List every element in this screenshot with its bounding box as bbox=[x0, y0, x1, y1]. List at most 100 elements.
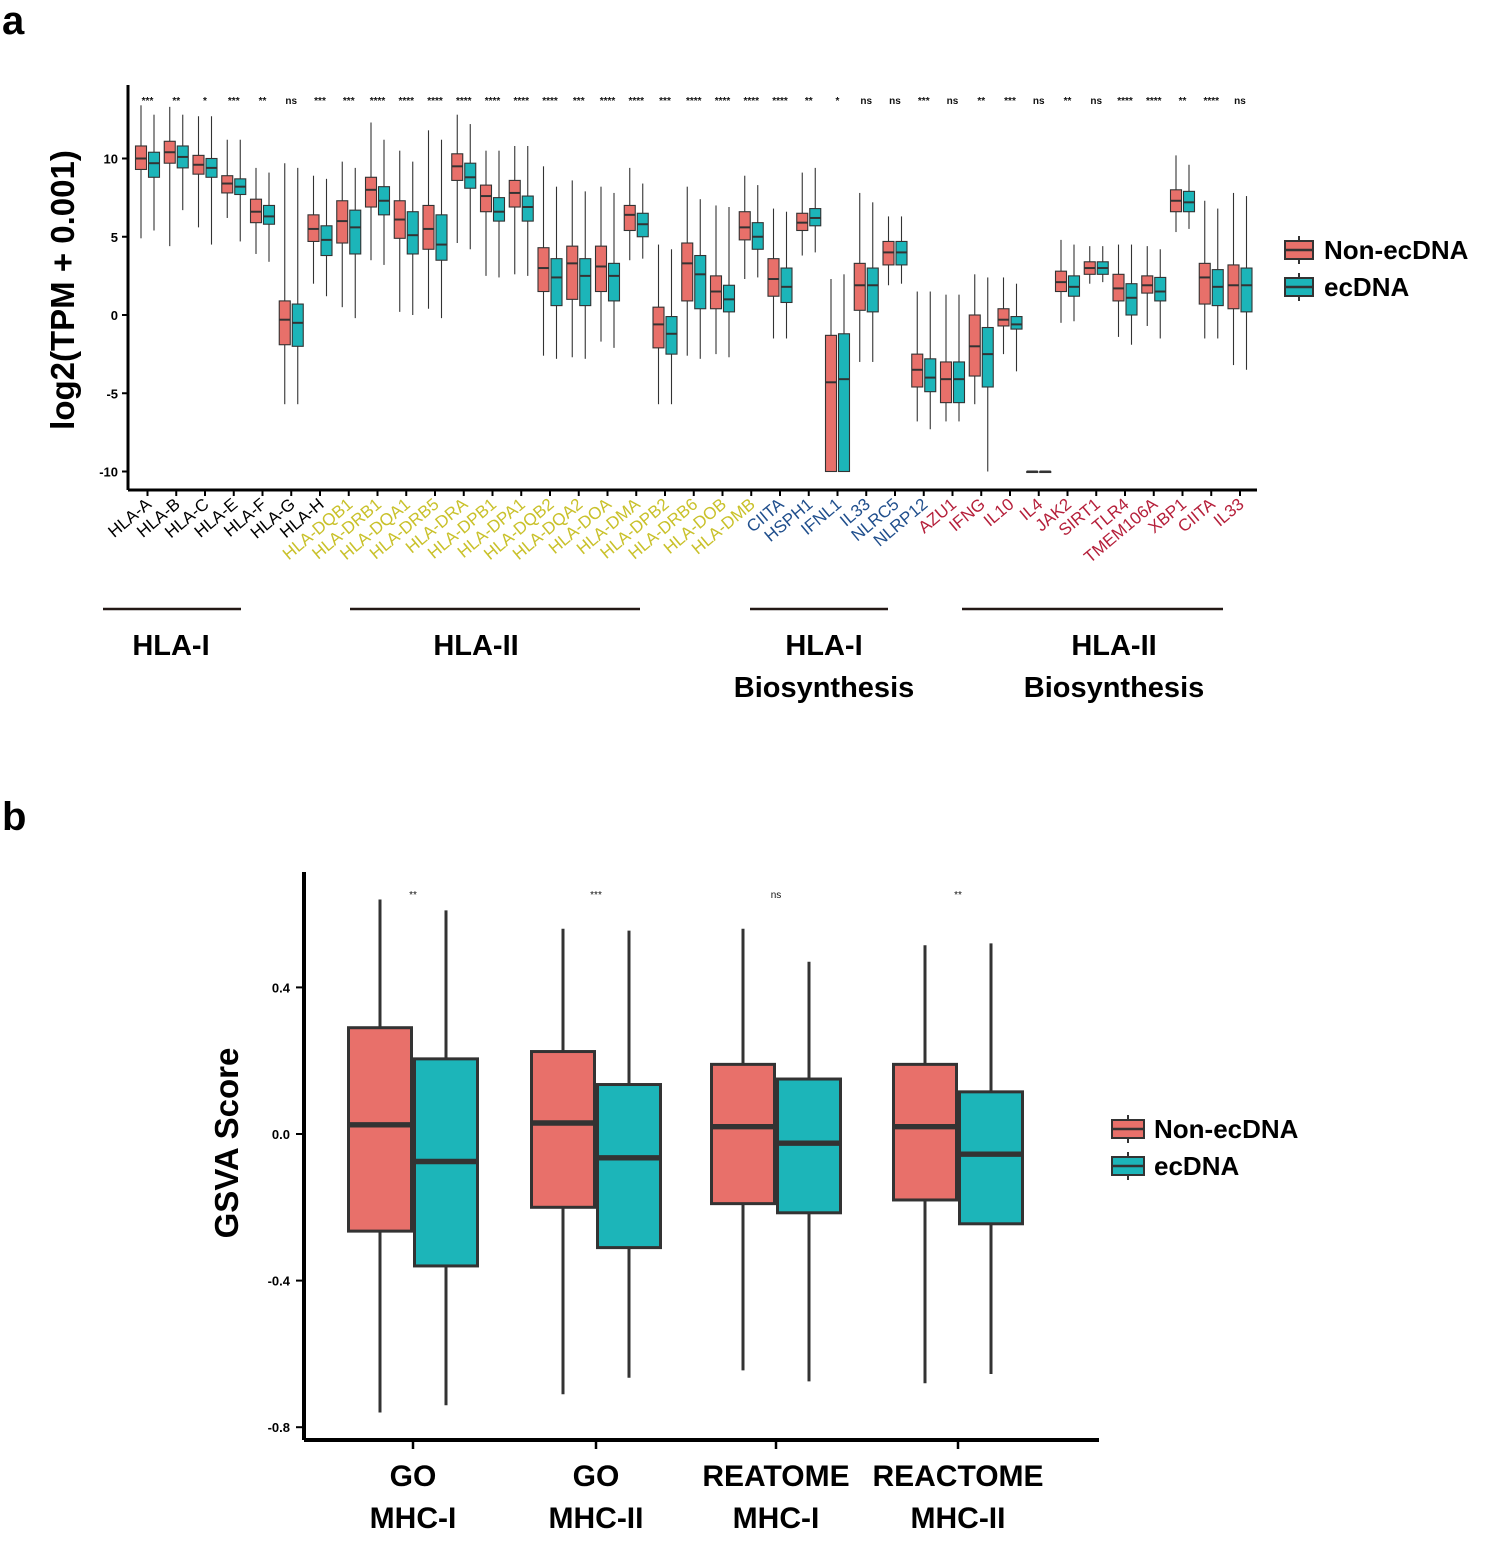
significance-label: *** bbox=[918, 96, 930, 107]
box-ecdna-35 bbox=[1154, 249, 1167, 339]
box-non-ecdna-27 bbox=[911, 291, 924, 422]
box-non-ecdna-26 bbox=[882, 216, 895, 286]
box-ecdna-14 bbox=[550, 186, 563, 359]
significance-label: ns bbox=[1234, 96, 1246, 107]
panel-b-x-labels: GO MHC-I GO MHC-II REATOME MHC-I REACTOME MHC-I… bbox=[370, 1460, 1044, 1535]
y-tick-label: -5 bbox=[106, 386, 118, 401]
box-non-ecdna-38 bbox=[1227, 192, 1240, 366]
significance-label: ns bbox=[1090, 96, 1102, 107]
x-category-label: REATOME bbox=[702, 1460, 849, 1493]
box-ecdna-30 bbox=[1010, 283, 1023, 372]
box-ecdna-10 bbox=[435, 139, 448, 319]
significance-label: ** bbox=[1179, 96, 1187, 107]
significance-label: **** bbox=[513, 96, 529, 107]
box-ecdna-3 bbox=[234, 139, 247, 242]
significance-label: ns bbox=[860, 96, 872, 107]
box-non-ecdna-30-iqr bbox=[997, 308, 1010, 327]
significance-label: ns bbox=[771, 890, 782, 901]
significance-label: ns bbox=[1033, 96, 1045, 107]
box-non-ecdna-1 bbox=[530, 928, 596, 1395]
panel-a-boxes: *** ** * *** ** ns *** *** **** **** **** **** **** *… bbox=[134, 96, 1253, 474]
y-tick-label: 0.4 bbox=[272, 980, 291, 995]
significance-label: **** bbox=[1117, 96, 1133, 107]
box-non-ecdna-10-iqr bbox=[422, 204, 435, 250]
panel-a-gene-labels: HLA-AHLA-BHLA-CHLA-EHLA-FHLA-GHLA-HHLA-D… bbox=[104, 494, 1247, 567]
box-non-ecdna-0-iqr bbox=[347, 1026, 413, 1233]
significance-label: ** bbox=[954, 890, 962, 901]
box-non-ecdna-21-iqr bbox=[738, 211, 751, 241]
significance-label: **** bbox=[456, 96, 472, 107]
box-ecdna-14-iqr bbox=[550, 258, 563, 307]
panel-b-boxes: ** *** ns ** bbox=[347, 890, 1024, 1413]
group-label: HLA-II bbox=[433, 630, 518, 662]
significance-label: *** bbox=[659, 96, 671, 107]
box-ecdna-16 bbox=[607, 192, 621, 348]
box-ecdna-3-iqr bbox=[958, 1090, 1024, 1226]
box-non-ecdna-30 bbox=[997, 277, 1010, 355]
box-ecdna-0 bbox=[147, 114, 161, 231]
box-ecdna-34-iqr bbox=[1125, 283, 1138, 316]
box-ecdna-29 bbox=[981, 277, 994, 472]
significance-label: * bbox=[203, 96, 207, 107]
box-non-ecdna-2-iqr bbox=[710, 1062, 776, 1206]
box-non-ecdna-32 bbox=[1054, 239, 1068, 323]
box-non-ecdna-8-iqr bbox=[364, 176, 378, 208]
panel-a-y-axis-label: log2(TPM + 0.001) bbox=[44, 150, 81, 430]
box-ecdna-26 bbox=[895, 216, 908, 284]
group-label: HLA-I bbox=[785, 630, 862, 662]
box-ecdna-12-iqr bbox=[492, 197, 506, 222]
y-tick-label: 0 bbox=[111, 308, 118, 323]
significance-label: **** bbox=[772, 96, 788, 107]
significance-label: *** bbox=[314, 96, 326, 107]
significance-label: ** bbox=[977, 96, 985, 107]
significance-label: **** bbox=[628, 96, 644, 107]
box-ecdna-38-iqr bbox=[1240, 267, 1253, 313]
box-non-ecdna-22-iqr bbox=[767, 258, 780, 297]
box-non-ecdna-16-iqr bbox=[594, 245, 608, 293]
box-non-ecdna-17-iqr bbox=[623, 204, 636, 232]
panel-a-letter: a bbox=[2, 0, 25, 43]
box-non-ecdna-35 bbox=[1141, 246, 1154, 326]
box-ecdna-6 bbox=[320, 178, 333, 297]
box-non-ecdna-38-iqr bbox=[1227, 264, 1240, 310]
box-non-ecdna-14 bbox=[537, 166, 550, 356]
y-tick-label: 0.0 bbox=[272, 1127, 290, 1142]
box-non-ecdna-28-iqr bbox=[939, 361, 953, 404]
box-non-ecdna-23 bbox=[796, 172, 809, 256]
gene-label: IL33 bbox=[1210, 495, 1248, 531]
significance-label: * bbox=[836, 96, 840, 107]
significance-label: **** bbox=[485, 96, 501, 107]
box-non-ecdna-33 bbox=[1083, 246, 1096, 284]
box-non-ecdna-2 bbox=[710, 928, 776, 1371]
box-ecdna-1 bbox=[176, 114, 189, 211]
legend-label-non_ecdna: Non-ecDNA bbox=[1324, 235, 1469, 265]
box-non-ecdna-1 bbox=[163, 106, 176, 247]
box-non-ecdna-1-iqr bbox=[530, 1050, 596, 1209]
box-ecdna-19 bbox=[694, 199, 707, 359]
significance-label: *** bbox=[142, 96, 154, 107]
y-tick-label: -10 bbox=[99, 465, 118, 480]
x-category-label: MHC-I bbox=[733, 1502, 820, 1535]
significance-label: ns bbox=[285, 96, 297, 107]
significance-label: **** bbox=[715, 96, 731, 107]
box-ecdna-5-iqr bbox=[291, 303, 304, 347]
box-non-ecdna-22 bbox=[767, 208, 780, 339]
box-non-ecdna-15 bbox=[566, 180, 579, 358]
box-ecdna-21 bbox=[751, 185, 764, 278]
box-ecdna-33 bbox=[1096, 246, 1109, 283]
box-ecdna-30-iqr bbox=[1010, 316, 1023, 330]
box-ecdna-13 bbox=[521, 145, 534, 276]
box-ecdna-10-iqr bbox=[435, 214, 448, 261]
x-category-label: MHC-II bbox=[911, 1502, 1006, 1535]
panel-b-y-axis-label: GSVA Score bbox=[208, 1048, 245, 1239]
box-ecdna-4 bbox=[262, 172, 276, 262]
significance-label: **** bbox=[1203, 96, 1219, 107]
legend-label-ecdna: ecDNA bbox=[1324, 272, 1409, 302]
box-ecdna-19-iqr bbox=[694, 254, 707, 310]
significance-label: **** bbox=[398, 96, 414, 107]
box-ecdna-8 bbox=[377, 139, 391, 265]
box-non-ecdna-18-iqr bbox=[652, 306, 665, 349]
box-ecdna-1 bbox=[596, 930, 662, 1378]
box-ecdna-2 bbox=[205, 116, 218, 245]
box-non-ecdna-7 bbox=[336, 161, 349, 308]
